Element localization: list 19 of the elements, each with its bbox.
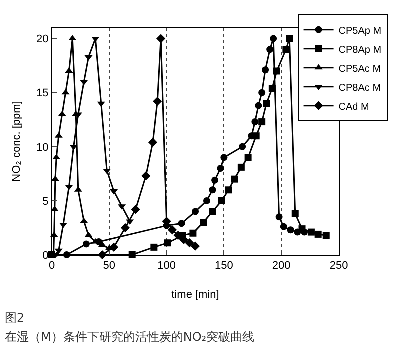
y-tick-label: 20 — [36, 34, 49, 46]
y-tick-label: 10 — [36, 142, 49, 154]
y-tick-label: 15 — [36, 88, 49, 100]
caption: 图2 — [5, 311, 25, 325]
x-tick-label: 50 — [103, 260, 116, 272]
legend-label: CP5Ac M — [338, 64, 382, 75]
y-axis-title: NO₂ conc. [ppm] — [11, 101, 23, 182]
x-tick-label: 250 — [330, 260, 348, 272]
legend-label: CAd M — [338, 102, 370, 113]
legend-label: CP8Ac M — [338, 82, 382, 94]
x-axis-title: time [min] — [172, 289, 220, 301]
text: 在湿（M）条件下研究的活性炭的NO₂突破曲线 — [5, 330, 255, 344]
x-tick-label: 100 — [158, 260, 176, 272]
y-tick-label: 5 — [42, 196, 49, 208]
legend-label: CP5Ap M — [338, 26, 382, 37]
legend-label: CP8Ap M — [338, 44, 382, 56]
x-tick-label: 200 — [272, 260, 291, 272]
x-tick-label: 150 — [215, 260, 234, 272]
y-tick-label: 0 — [42, 250, 49, 262]
